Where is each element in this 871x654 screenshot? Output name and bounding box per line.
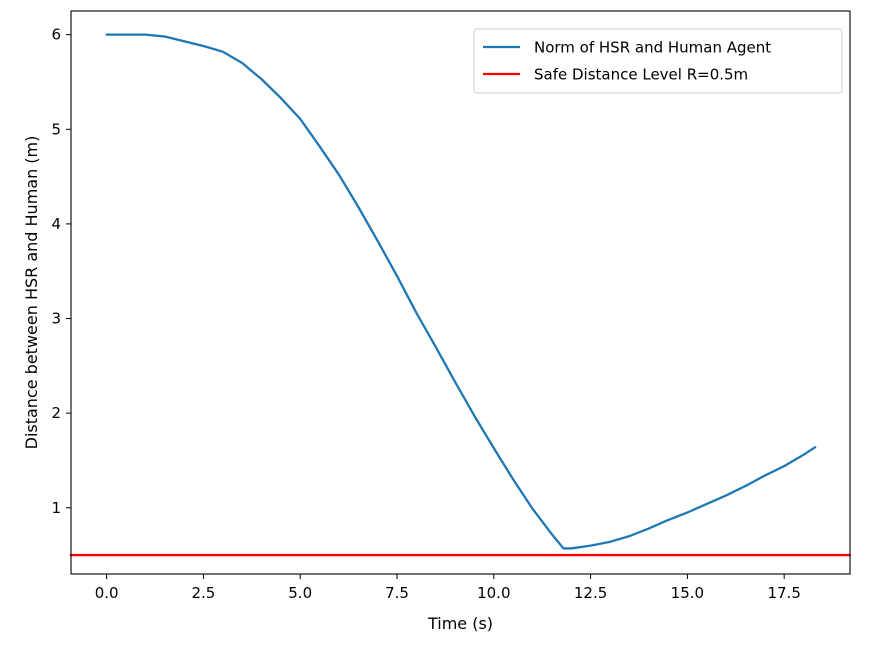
x-axis-label: Time (s) bbox=[427, 614, 493, 633]
x-tick-label: 15.0 bbox=[671, 584, 704, 602]
legend: Norm of HSR and Human Agent Safe Distanc… bbox=[473, 28, 843, 94]
series-line-norm bbox=[105, 33, 817, 550]
y-tick-label: 6 bbox=[51, 26, 61, 44]
x-tick-label: 12.5 bbox=[574, 584, 607, 602]
x-tick-label: 0.0 bbox=[95, 584, 119, 602]
legend-box bbox=[473, 28, 843, 94]
y-tick-label: 3 bbox=[51, 310, 61, 328]
legend-label-safe: Safe Distance Level R=0.5m bbox=[534, 66, 748, 84]
x-tick-label: 5.0 bbox=[288, 584, 312, 602]
y-tick-label: 2 bbox=[51, 404, 61, 422]
x-tick-label: 2.5 bbox=[191, 584, 215, 602]
x-tick-label: 10.0 bbox=[477, 584, 510, 602]
plot-frame bbox=[70, 10, 851, 575]
y-tick-label: 4 bbox=[51, 215, 61, 233]
x-tick-label: 17.5 bbox=[767, 584, 800, 602]
series-layer bbox=[69, 33, 852, 557]
y-axis-label: Distance between HSR and Human (m) bbox=[22, 136, 41, 450]
x-axis-ticks: 0.0 2.5 5.0 7.5 10.0 12.5 15.0 17.5 bbox=[95, 574, 801, 602]
y-tick-label: 1 bbox=[51, 499, 61, 517]
y-axis-ticks: 1 2 3 4 5 6 bbox=[51, 26, 71, 517]
legend-label-norm: Norm of HSR and Human Agent bbox=[534, 39, 771, 57]
x-tick-label: 7.5 bbox=[385, 584, 409, 602]
plot-background bbox=[71, 11, 850, 574]
y-tick-label: 5 bbox=[51, 120, 61, 138]
